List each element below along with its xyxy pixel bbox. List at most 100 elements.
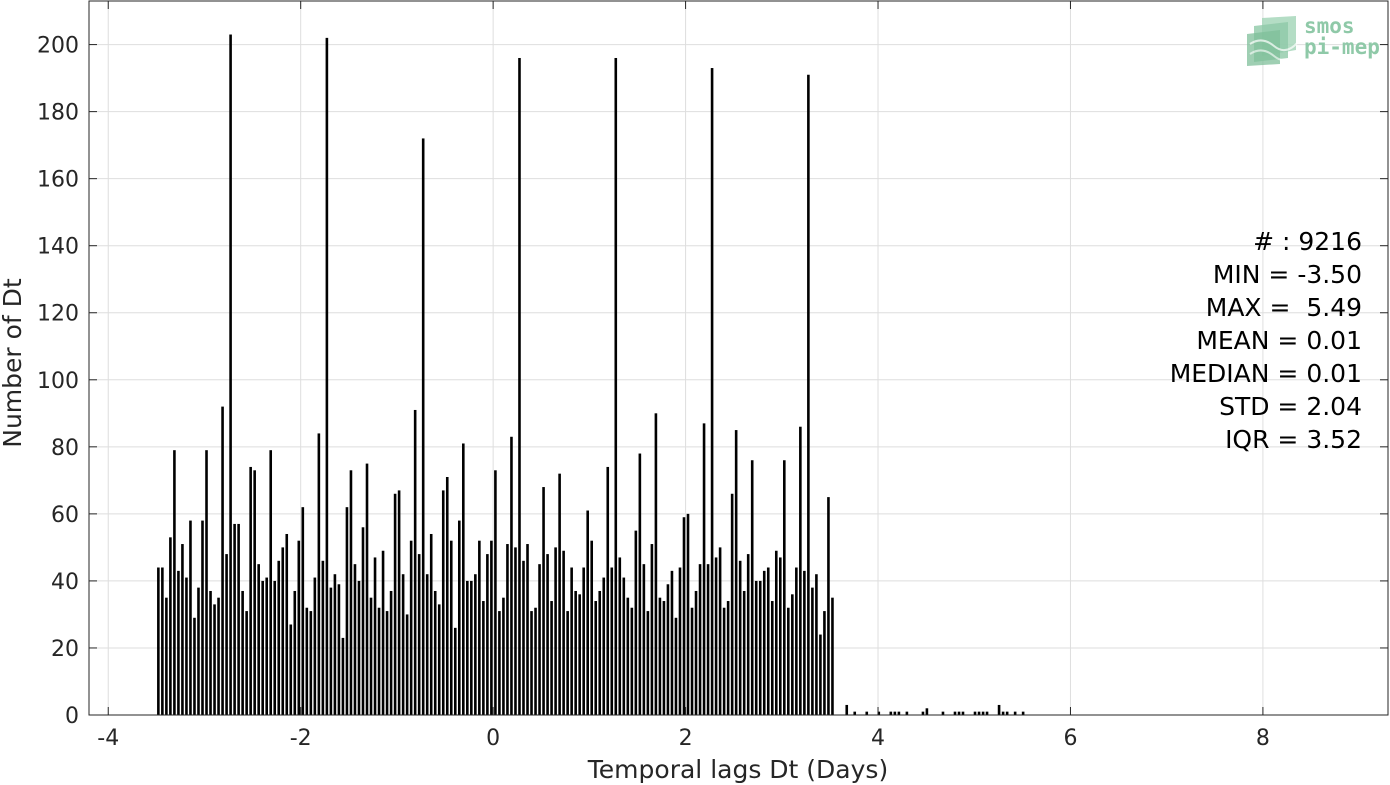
histogram-bar [554, 547, 557, 715]
histogram-bar [193, 617, 196, 715]
y-tick-label: 80 [51, 436, 79, 461]
histogram-bar [157, 567, 160, 715]
histogram-bar [269, 450, 273, 715]
y-tick-label: 200 [37, 34, 79, 59]
histogram-bar [905, 711, 909, 715]
histogram-bar [502, 597, 505, 715]
histogram-bar [385, 611, 389, 715]
histogram-bar [791, 594, 794, 715]
histogram-bar [670, 570, 674, 715]
histogram-bar [205, 450, 208, 715]
histogram-bar [281, 547, 285, 715]
histogram-bar [457, 520, 461, 715]
histogram-bar [309, 611, 313, 715]
histogram-bar [758, 580, 762, 715]
histogram-bar [325, 37, 329, 716]
histogram-bar [550, 601, 553, 715]
stat-min: MIN = -3.50 [1213, 260, 1362, 289]
histogram-bar [482, 601, 485, 715]
y-tick-label: 160 [37, 168, 79, 193]
histogram-bar [618, 557, 622, 715]
histogram-bar [722, 607, 726, 715]
histogram-bar [349, 470, 353, 715]
histogram-bar [734, 430, 738, 715]
histogram-bar [941, 711, 945, 715]
histogram-bar [823, 611, 826, 715]
histogram-bar [273, 580, 277, 715]
histogram-bar [658, 597, 662, 715]
histogram-bar [381, 550, 385, 715]
y-tick-label: 40 [51, 570, 79, 595]
stat-max: MAX = 5.49 [1206, 293, 1362, 322]
histogram-bar [738, 560, 742, 715]
histogram-bar [498, 611, 501, 715]
histogram-bar [257, 564, 260, 715]
histogram-bar [606, 466, 610, 715]
histogram-bar [369, 597, 373, 715]
histogram-bar [530, 611, 533, 715]
histogram-bar [803, 570, 806, 715]
histogram-bar [490, 540, 493, 715]
histogram-bar [373, 557, 377, 715]
histogram-bar [413, 409, 417, 715]
histogram-bar [762, 570, 766, 715]
histogram-bar [185, 577, 188, 715]
histogram-bar [558, 473, 561, 715]
histogram-bar [770, 601, 774, 715]
smos-pimep-logo: smos pi-mep [1247, 14, 1380, 66]
histogram-bar [522, 560, 525, 715]
x-tick-label: 8 [1256, 726, 1270, 751]
histogram-bar [638, 453, 642, 715]
histogram-bar [622, 577, 626, 715]
x-tick-label: 6 [1063, 726, 1077, 751]
histogram-bar [313, 577, 317, 715]
histogram-bar [169, 537, 172, 715]
histogram-bar [774, 550, 778, 715]
histogram-bar [433, 590, 437, 715]
histogram-bar [570, 567, 573, 715]
histogram-bar [514, 547, 517, 715]
histogram-bar [365, 463, 369, 715]
histogram-bar [518, 57, 521, 716]
histogram-bar [726, 601, 730, 715]
logo-waves-icon [1247, 16, 1299, 66]
x-tick-label: -2 [290, 726, 312, 751]
histogram-bar [409, 540, 413, 715]
histogram-bar [401, 574, 405, 715]
histogram-bar [574, 590, 577, 715]
histogram-bar [377, 607, 381, 715]
histogram-bar [486, 554, 489, 715]
histogram-bar [173, 450, 176, 715]
y-axis-label: Number of Dt [0, 278, 27, 448]
y-tick-label: 60 [51, 503, 79, 528]
y-tick-label: 0 [65, 704, 79, 729]
histogram-bar [889, 711, 893, 715]
histogram-bar [634, 530, 638, 715]
histogram-bar [646, 611, 650, 715]
histogram-bar [333, 574, 337, 715]
logo-line-1: smos [1304, 14, 1355, 38]
histogram-bar [921, 711, 925, 715]
histogram-bar [470, 580, 473, 715]
histogram-bar [666, 584, 670, 715]
histogram-bar [285, 533, 289, 715]
histogram-bar [642, 564, 646, 715]
logo-line-2: pi-mep [1304, 35, 1380, 59]
histogram-bar [742, 590, 746, 715]
histogram-bar [293, 590, 297, 715]
histogram-bar [353, 564, 357, 715]
histogram-bar [630, 607, 634, 715]
histogram-bar [586, 510, 589, 715]
histogram-bar [674, 617, 678, 715]
axes-box [88, 0, 1389, 716]
histogram-bar [650, 544, 654, 715]
histogram-bar [783, 460, 786, 715]
y-tick-label: 180 [37, 101, 79, 126]
stats-box: # : 9216 MIN = -3.50 MAX = 5.49 MEAN = 0… [1170, 227, 1362, 454]
histogram-bar [799, 426, 802, 715]
histogram-bar [429, 533, 433, 715]
histogram-bar [341, 637, 345, 715]
histogram-bar [357, 580, 361, 715]
histogram-bar [261, 580, 264, 715]
